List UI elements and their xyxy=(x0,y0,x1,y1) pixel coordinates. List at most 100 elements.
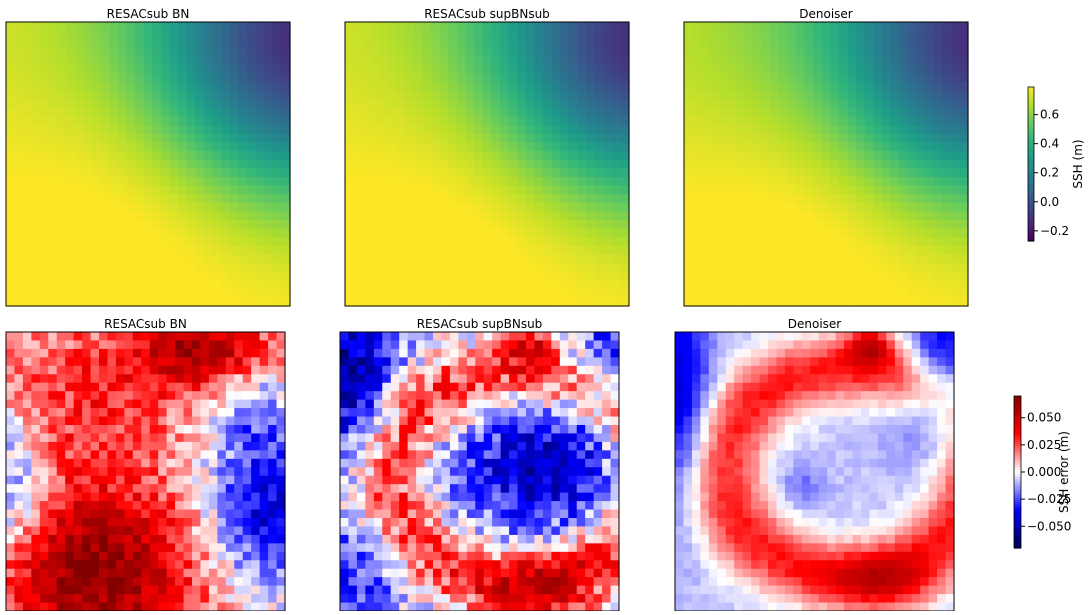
heatmap-cell xyxy=(39,509,49,519)
heatmap-cell xyxy=(407,357,417,367)
heatmap-cell xyxy=(73,332,83,342)
heatmap-cell xyxy=(83,56,93,66)
heatmap-cell xyxy=(407,425,417,435)
heatmap-cell xyxy=(950,22,960,32)
heatmap-cell xyxy=(482,280,492,290)
heatmap-cell xyxy=(542,467,552,477)
heatmap-cell xyxy=(603,99,613,109)
heatmap-cell xyxy=(838,168,849,178)
heatmap-cell xyxy=(183,492,193,502)
heatmap-cell xyxy=(141,594,151,604)
heatmap-cell xyxy=(83,30,93,40)
heatmap-cell xyxy=(778,237,788,247)
heatmap-cell xyxy=(942,194,952,204)
heatmap-cell xyxy=(100,271,110,281)
heatmap-cell xyxy=(48,475,58,485)
heatmap-cell xyxy=(99,382,109,392)
heatmap-cell xyxy=(465,30,475,40)
heatmap-cell xyxy=(576,433,586,443)
heatmap-cell xyxy=(152,245,162,255)
heatmap-cell xyxy=(90,374,100,384)
heatmap-cell xyxy=(396,254,406,264)
heatmap-cell xyxy=(830,39,840,49)
heatmap-cell xyxy=(22,501,32,511)
heatmap-cell xyxy=(770,99,780,109)
heatmap-cell xyxy=(517,441,527,451)
heatmap-cell xyxy=(14,185,24,195)
heatmap-cell xyxy=(576,408,586,418)
heatmap-cell xyxy=(246,47,257,58)
heatmap-cell xyxy=(933,262,943,273)
heatmap-cell xyxy=(169,254,179,264)
heatmap-cell xyxy=(39,382,49,392)
heatmap-cell xyxy=(881,262,892,273)
heatmap-cell xyxy=(74,262,85,273)
panel-title: RESACsub BN xyxy=(104,317,187,331)
heatmap-cell xyxy=(348,475,358,485)
heatmap-cell xyxy=(603,108,613,118)
heatmap-cell xyxy=(246,237,257,247)
heatmap-cell xyxy=(48,399,58,409)
heatmap-cell xyxy=(474,168,484,178)
heatmap-cell xyxy=(203,245,214,255)
heatmap-cell xyxy=(195,39,205,49)
heatmap-cell xyxy=(508,219,518,230)
heatmap-cell xyxy=(373,340,383,350)
heatmap-cell xyxy=(107,509,117,519)
heatmap-cell xyxy=(203,125,214,135)
heatmap-cell xyxy=(499,133,510,144)
heatmap-cell xyxy=(709,56,720,66)
heatmap-cell xyxy=(448,228,458,238)
heatmap-cell xyxy=(684,108,694,118)
heatmap-cell xyxy=(203,176,214,187)
heatmap-cell xyxy=(149,365,159,375)
heatmap-cell xyxy=(594,254,604,264)
heatmap-cell xyxy=(135,176,145,187)
heatmap-cell xyxy=(525,39,535,49)
heatmap-cell xyxy=(362,90,372,101)
heatmap-cell xyxy=(74,194,85,204)
heatmap-cell xyxy=(264,56,274,66)
heatmap-cell xyxy=(424,374,434,384)
heatmap-cell xyxy=(856,108,866,118)
heatmap-cell xyxy=(132,602,142,612)
heatmap-cell xyxy=(585,245,596,255)
heatmap-cell xyxy=(770,254,780,264)
heatmap-cell xyxy=(517,202,527,212)
heatmap-cell xyxy=(6,133,16,144)
heatmap-cell xyxy=(178,108,188,118)
heatmap-cell xyxy=(448,202,458,212)
heatmap-cell xyxy=(422,211,432,221)
heatmap-cell xyxy=(405,22,415,32)
heatmap-cell xyxy=(370,73,381,83)
heatmap-cell xyxy=(492,357,502,367)
heatmap-cell xyxy=(610,416,620,426)
heatmap-cell xyxy=(847,82,857,92)
heatmap-cell xyxy=(735,176,745,187)
heatmap-cell xyxy=(761,254,771,264)
heatmap-cell xyxy=(90,467,100,477)
heatmap-cell xyxy=(933,168,943,178)
heatmap-cell xyxy=(416,374,426,384)
heatmap-cell xyxy=(881,185,892,195)
heatmap-cell xyxy=(268,348,278,358)
heatmap-cell xyxy=(14,391,24,401)
heatmap-cell xyxy=(568,467,578,477)
heatmap-cell xyxy=(264,211,274,221)
heatmap-cell xyxy=(499,47,510,58)
heatmap-cell xyxy=(770,22,780,32)
heatmap-cell xyxy=(709,271,720,281)
heatmap-cell xyxy=(109,47,119,58)
heatmap-cell xyxy=(448,194,458,204)
heatmap-cell xyxy=(23,185,33,195)
heatmap-cell xyxy=(117,39,128,49)
heatmap-cell xyxy=(602,332,612,342)
heatmap-cell xyxy=(559,416,569,426)
heatmap-cell xyxy=(439,99,449,109)
heatmap-cell xyxy=(396,30,406,40)
heatmap-cell xyxy=(744,297,754,307)
heatmap-cell xyxy=(14,441,24,451)
heatmap-cell xyxy=(169,151,179,161)
heatmap-cell xyxy=(576,484,586,494)
heatmap-cell xyxy=(509,467,519,477)
